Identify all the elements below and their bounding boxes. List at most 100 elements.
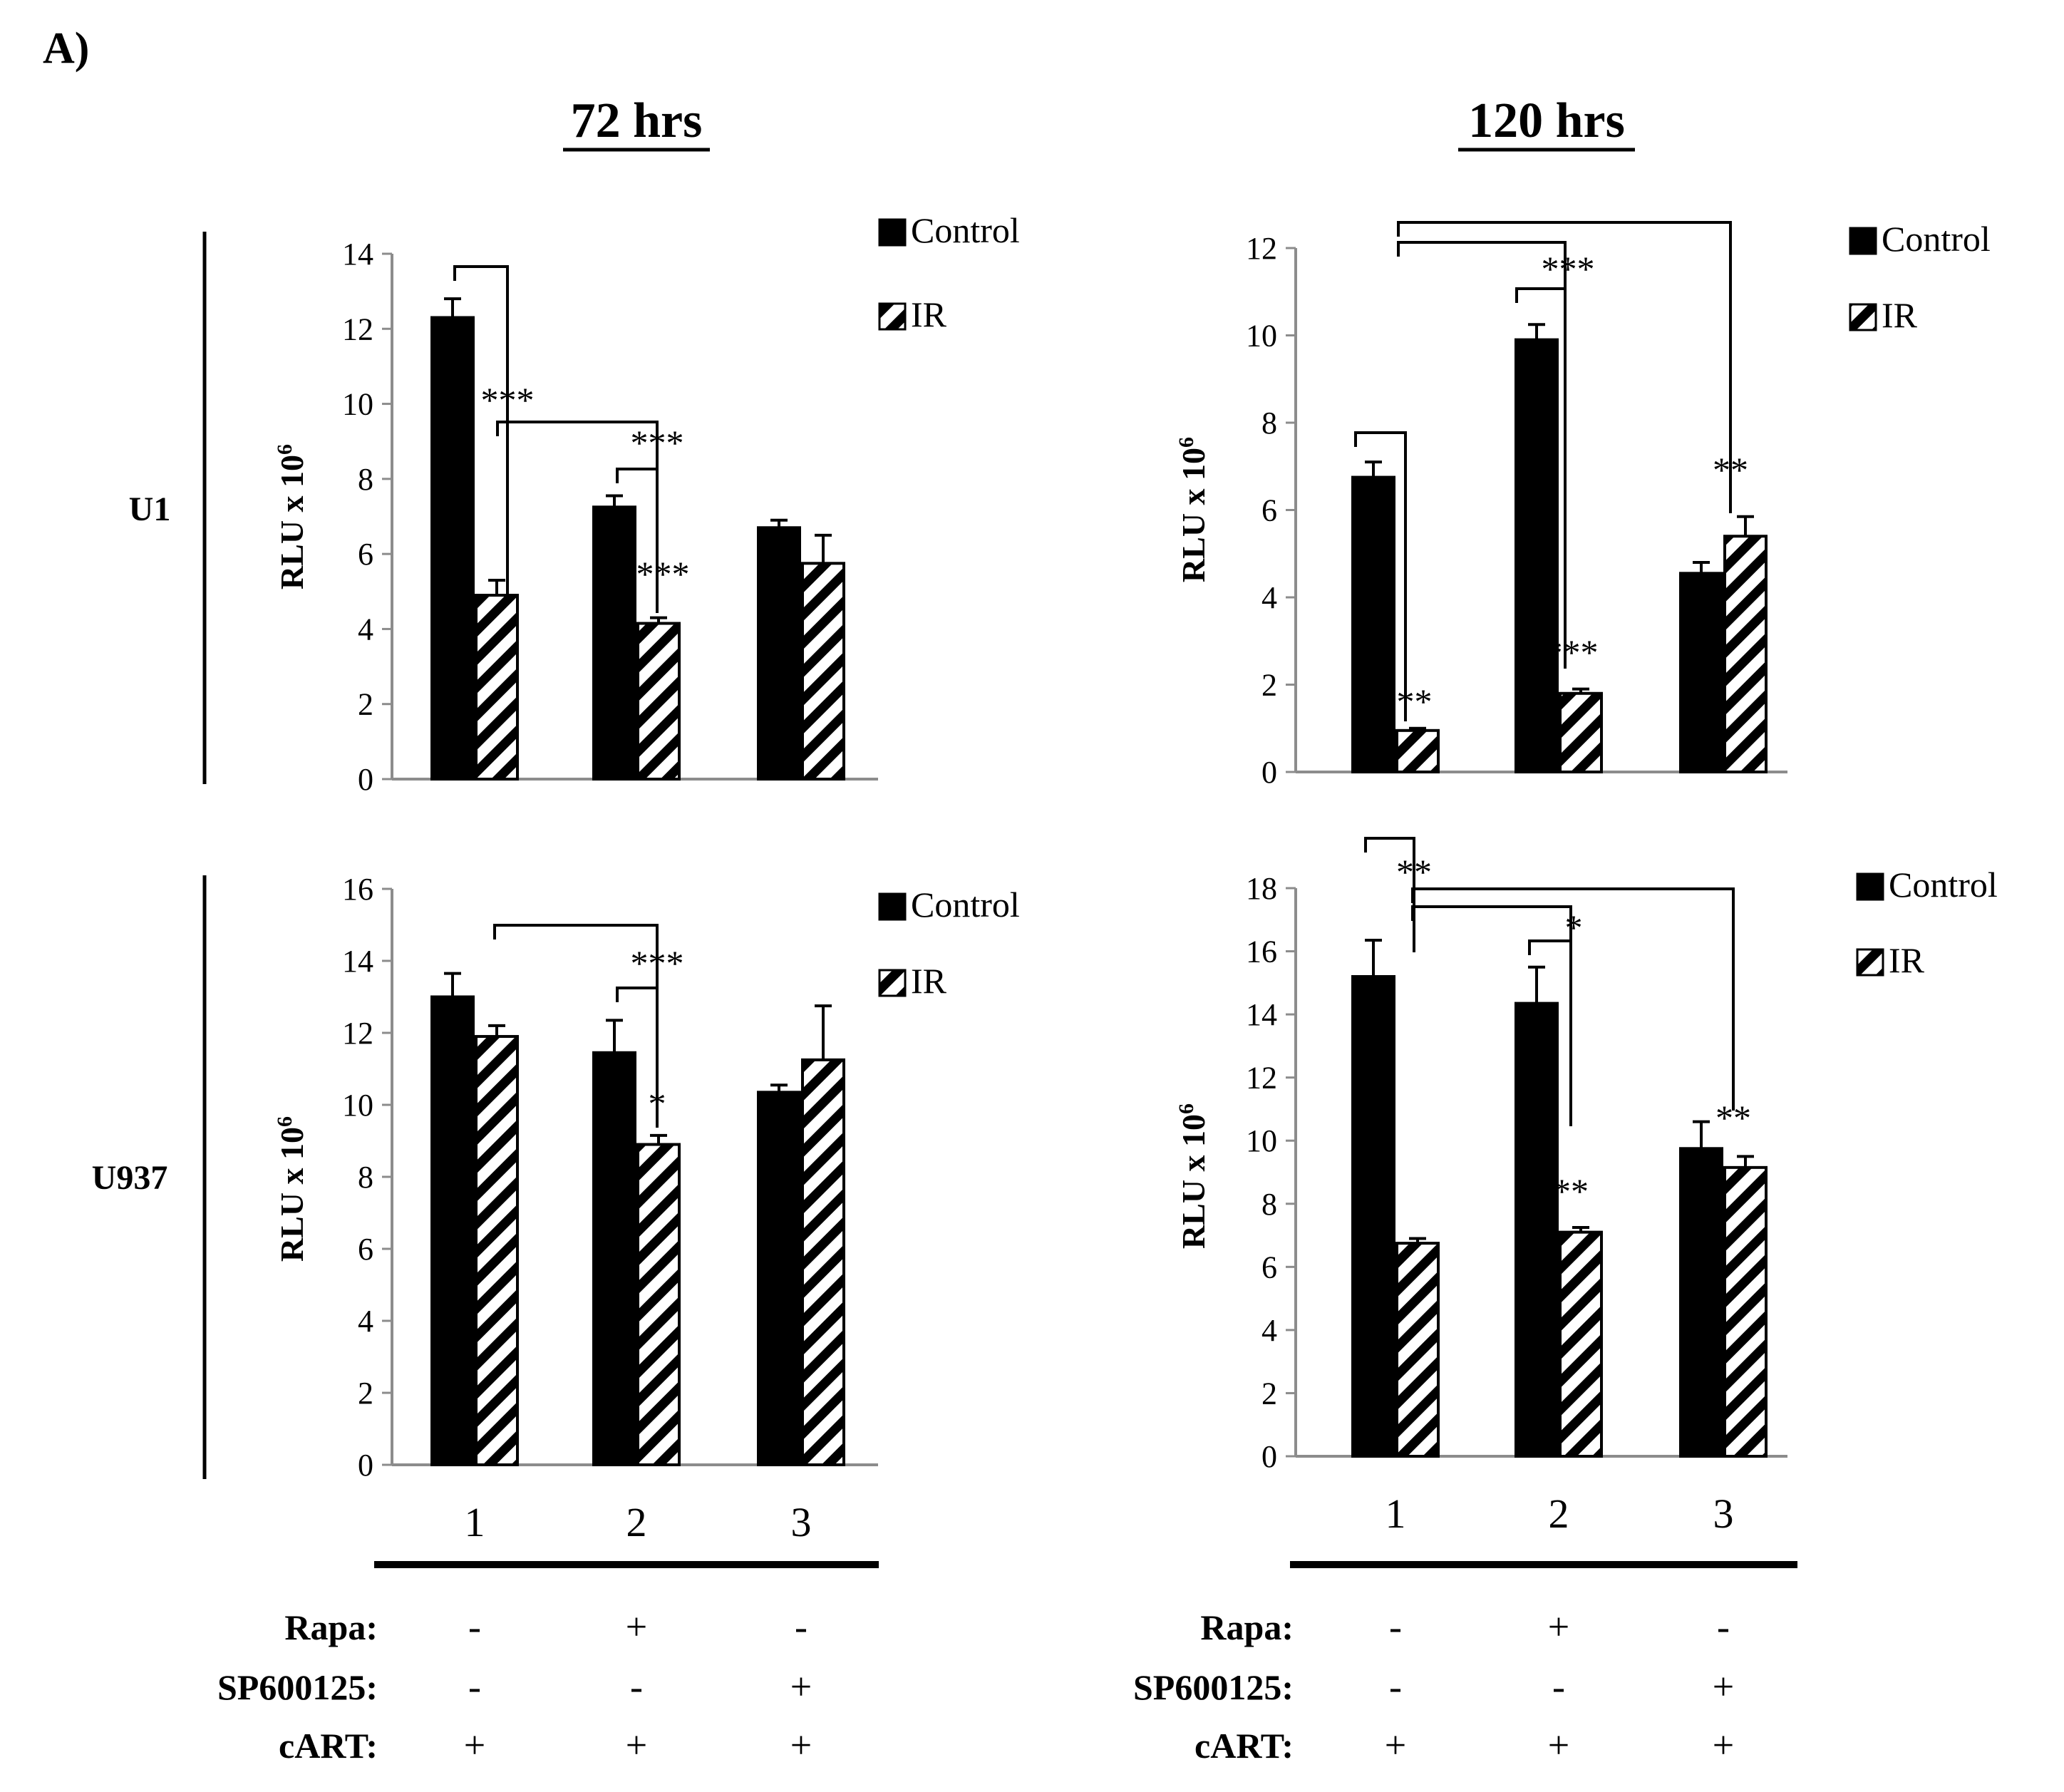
legend-label: IR xyxy=(1882,295,1918,335)
legend-label: IR xyxy=(1889,940,1925,980)
x-category-label: 2 xyxy=(1549,1490,1569,1537)
condition-value: + xyxy=(1713,1724,1734,1766)
bar-control xyxy=(1679,1147,1723,1458)
y-tick-label: 12 xyxy=(342,311,373,346)
significance-label: *** xyxy=(1379,681,1433,721)
y-axis-label: RLU x 106 xyxy=(273,444,311,589)
condition-value: + xyxy=(1548,1605,1569,1648)
x-category-label: 1 xyxy=(465,1499,485,1545)
bar-ir xyxy=(1559,1230,1603,1458)
bar-control xyxy=(1515,1001,1559,1458)
row-label-u1: U1 xyxy=(129,490,171,528)
condition-value: - xyxy=(1389,1665,1402,1708)
x-category-label: 2 xyxy=(626,1499,647,1545)
bar-control xyxy=(592,1051,636,1466)
condition-label: SP600125: xyxy=(1133,1667,1294,1707)
column-title-72hrs: 72 hrs xyxy=(571,93,703,148)
y-tick-label: 8 xyxy=(358,1160,373,1195)
y-tick-label: 6 xyxy=(358,1232,373,1267)
y-tick-label: 12 xyxy=(342,1016,373,1051)
y-tick-label: 10 xyxy=(342,1088,373,1123)
y-tick-label: 4 xyxy=(358,1304,373,1339)
bar-ir xyxy=(1395,728,1440,773)
condition-label: SP600125: xyxy=(217,1667,378,1707)
y-tick-label: 6 xyxy=(1261,1250,1277,1284)
significance-label: ** xyxy=(1396,852,1432,892)
significance-label: *** xyxy=(636,554,690,594)
conditions-table-72hrs: Rapa: - + - SP600125: - - + cART: + + + xyxy=(217,1561,879,1766)
x-category-label: 1 xyxy=(1386,1490,1406,1537)
condition-label: Rapa: xyxy=(284,1607,378,1647)
bar-ir xyxy=(475,594,519,781)
legend-label: IR xyxy=(911,961,947,1001)
condition-value: + xyxy=(1548,1724,1569,1766)
bar-control xyxy=(1679,572,1723,773)
bar-ir xyxy=(1559,691,1603,773)
bar-control xyxy=(430,316,475,781)
bar-ir xyxy=(1395,1242,1440,1458)
y-tick-label: 14 xyxy=(342,237,373,272)
bar-ir xyxy=(1723,1165,1768,1458)
significance-bracket xyxy=(616,987,659,1128)
y-tick-label: 16 xyxy=(342,872,373,907)
y-tick-label: 2 xyxy=(1261,668,1277,703)
y-axis-label: RLU x 106 xyxy=(1175,1103,1212,1249)
bar-ir xyxy=(801,1058,845,1466)
y-axis-label-exponent: 6 xyxy=(273,1116,296,1127)
row-label-u937: U937 xyxy=(92,1159,168,1197)
significance-bracket xyxy=(1397,221,1732,513)
y-tick-label: 2 xyxy=(358,687,373,722)
significance-bracket xyxy=(616,468,659,613)
significance-label: ** xyxy=(1715,1098,1751,1138)
bar-control xyxy=(1351,974,1395,1458)
legend-swatch-ir xyxy=(878,969,907,997)
y-tick-label: 4 xyxy=(1261,1313,1277,1348)
y-tick-label: 2 xyxy=(358,1376,373,1411)
y-tick-label: 2 xyxy=(1261,1376,1277,1411)
legend-swatch-ir xyxy=(1856,948,1884,977)
y-axis-label-exponent: 6 xyxy=(1175,1103,1198,1114)
significance-label: *** xyxy=(631,423,684,463)
legend-swatch-ir xyxy=(878,302,907,331)
legend-label: Control xyxy=(911,210,1020,250)
y-tick-label: 14 xyxy=(1246,997,1277,1032)
legend-label: IR xyxy=(911,294,947,334)
significance-label: *** xyxy=(481,380,535,420)
condition-value: - xyxy=(468,1605,481,1648)
bar-control xyxy=(1515,338,1559,773)
bar-ir xyxy=(636,622,681,781)
bar-control xyxy=(757,1091,801,1466)
condition-value: - xyxy=(1389,1605,1402,1648)
y-tick-label: 4 xyxy=(358,612,373,647)
significance-label: *** xyxy=(1542,249,1595,289)
chart-u1-72hrs: 0 2 4 6 8 10 12 14 RLU x 106 Control IR *** *** *** xyxy=(273,210,1020,797)
legend-label: Control xyxy=(911,885,1020,925)
y-tick-label: 0 xyxy=(358,762,373,797)
x-category-label: 3 xyxy=(791,1499,812,1545)
y-tick-label: 8 xyxy=(1261,406,1277,441)
significance-bracket xyxy=(1411,887,1735,1111)
condition-value: - xyxy=(795,1605,807,1648)
significance-bracket xyxy=(1354,431,1407,721)
condition-label: Rapa: xyxy=(1200,1607,1294,1647)
y-tick-label: 12 xyxy=(1246,1061,1277,1096)
legend-label: Control xyxy=(1889,865,1998,905)
significance-bracket xyxy=(1397,241,1567,669)
y-tick-label: 0 xyxy=(1261,1439,1277,1474)
y-tick-label: 0 xyxy=(358,1448,373,1483)
y-tick-label: 4 xyxy=(1261,580,1277,615)
condition-value: + xyxy=(790,1665,812,1708)
condition-value: + xyxy=(626,1605,647,1648)
bar-ir xyxy=(1723,535,1768,773)
significance-label: *** xyxy=(1545,632,1599,672)
y-axis-label: RLU x 106 xyxy=(273,1116,311,1262)
legend-swatch-control xyxy=(1849,227,1877,255)
significance-label: * xyxy=(649,1083,666,1123)
condition-value: + xyxy=(790,1724,812,1766)
panel-label: A) xyxy=(43,24,89,73)
legend-swatch-control xyxy=(878,218,907,247)
condition-label: cART: xyxy=(1194,1726,1294,1766)
condition-value: + xyxy=(626,1724,647,1766)
